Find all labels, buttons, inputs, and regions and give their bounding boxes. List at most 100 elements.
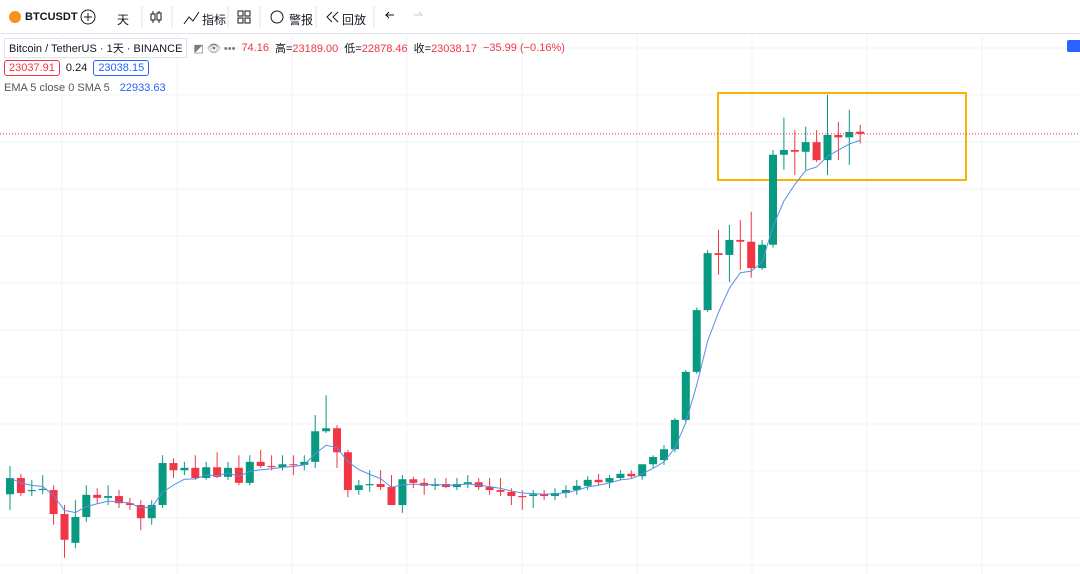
candle-body (627, 473, 636, 477)
candle-body (245, 461, 254, 483)
high-value: 23189.00 (292, 43, 339, 55)
ema-line (9, 139, 861, 514)
candle-body (594, 479, 603, 483)
candle-body (551, 493, 559, 497)
candle-body (823, 134, 832, 161)
candle-body (82, 494, 91, 518)
candle-body (234, 467, 243, 483)
indicator-value: 22933.63 (119, 82, 166, 94)
candle-body (670, 419, 679, 450)
indicator: EMA 5 close 0 SMA 5 (4, 82, 110, 94)
side-button[interactable] (1067, 40, 1080, 52)
candle-body (725, 239, 734, 255)
spread: 0.24 (65, 62, 88, 74)
candle-body (758, 244, 767, 269)
symbol[interactable]: BTCUSDT (25, 11, 78, 23)
candle-body (224, 467, 232, 477)
candle-body (354, 485, 363, 491)
candle-body (256, 461, 265, 467)
replay[interactable]: 回放 (342, 13, 367, 27)
change: −35.99 (−0.16%) (482, 42, 565, 54)
close-value: 23038.17 (431, 43, 477, 55)
candle-body (638, 464, 647, 477)
candle-body (322, 428, 331, 432)
candle-body (213, 467, 222, 477)
candle-body (278, 464, 287, 468)
candle-body (202, 467, 211, 479)
candle-body (93, 494, 102, 498)
candle-body (27, 490, 36, 492)
candle-body (60, 514, 69, 540)
candle-body (115, 496, 123, 504)
alerts[interactable]: 警报 (289, 13, 314, 27)
candle-body (518, 496, 527, 498)
candle-body (692, 310, 701, 372)
candle-body (16, 478, 25, 494)
candle-body (507, 491, 516, 497)
candle-body (6, 478, 14, 495)
legend: Bitcoin / TetherUS · 1天 · BINANCE ◩ 👁 ••… (4, 38, 565, 98)
candle-body (267, 466, 276, 468)
candle-body (769, 154, 777, 245)
candle-body (736, 239, 745, 242)
candle-body (376, 484, 385, 488)
candle-body (747, 241, 756, 269)
candle-body (496, 490, 505, 492)
candle-body (333, 428, 341, 453)
candle-body (387, 487, 396, 506)
candle-body (343, 452, 352, 491)
candle-body (180, 467, 189, 471)
candle-body (158, 463, 167, 506)
candle-body (779, 149, 788, 155)
indicators[interactable]: 指标 (202, 13, 227, 27)
candle-body (169, 463, 178, 471)
close-label: 收= (413, 43, 432, 55)
legend-icons[interactable]: ◩ 👁 ••• (193, 42, 236, 55)
candle-body (801, 142, 810, 152)
candle-body (856, 131, 865, 134)
candle-body (649, 457, 658, 465)
ask[interactable]: 23038.15 (93, 60, 150, 76)
candle-body (311, 431, 320, 462)
bid[interactable]: 23037.91 (4, 60, 60, 76)
candle-body (38, 488, 47, 491)
open-value: 74.16 (241, 42, 269, 54)
candle-body (845, 131, 854, 138)
candle-body (463, 482, 472, 485)
candle-body (790, 149, 799, 152)
candle-body (660, 449, 668, 461)
candle-body (125, 503, 134, 506)
candle-body (300, 461, 309, 465)
high-label: 高= (274, 43, 293, 55)
toolbar: BTCUSDT 天 指标 警报 回放 (0, 0, 1080, 34)
candle-body (681, 371, 690, 420)
candle-body (812, 142, 821, 161)
candle-body (289, 464, 298, 466)
legend-title: Bitcoin / TetherUS · 1天 · BINANCE (4, 38, 188, 58)
candle-body (529, 494, 538, 497)
candle-body (714, 253, 723, 255)
interval[interactable]: 天 (117, 13, 130, 27)
low-value: 22878.46 (361, 43, 408, 55)
candle-body (540, 494, 549, 497)
candle-body (834, 134, 843, 138)
candle-body (398, 479, 407, 506)
candle-body (71, 517, 80, 543)
low-label: 低= (344, 43, 362, 55)
candle-body (703, 253, 712, 311)
candle-body (365, 484, 374, 486)
candle-body (485, 487, 494, 491)
candle-body (616, 473, 625, 479)
highlight-box (717, 92, 967, 181)
candle-body (572, 485, 581, 491)
candle-body (49, 490, 58, 515)
candle-body (147, 505, 156, 519)
toolbar-icons (9, 6, 424, 28)
candle-body (561, 490, 570, 494)
candle-body (605, 478, 614, 483)
candle-body (409, 479, 418, 483)
candle-body (136, 505, 145, 519)
candle-body (452, 484, 461, 488)
candle-body (583, 479, 592, 486)
